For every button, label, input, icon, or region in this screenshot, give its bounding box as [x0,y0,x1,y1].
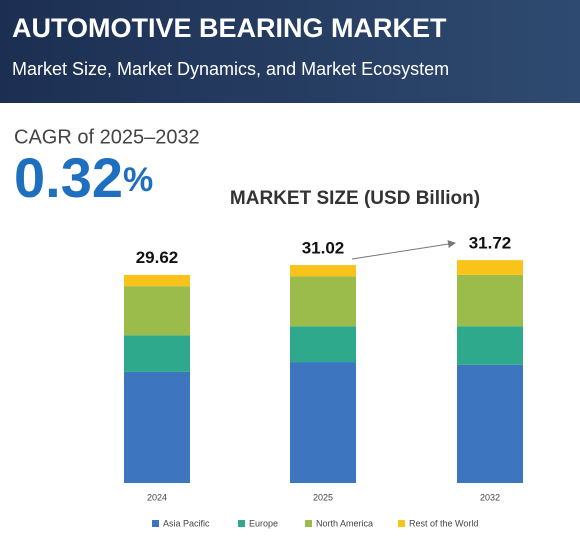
cagr-unit: % [123,161,153,199]
bar-segment [124,286,190,336]
bar-segment [457,260,523,275]
total-label: 29.62 [136,248,179,267]
bar-segment [290,265,356,277]
x-tick-label: 2025 [313,492,333,502]
legend-label: Europe [249,518,278,528]
x-tick-label: 2032 [480,492,500,502]
x-tick-label: 2024 [147,492,167,502]
growth-arrow [351,240,456,260]
legend-label: Rest of the World [409,518,478,528]
legend-swatch [152,520,159,527]
cagr-value: 0.32% [14,146,153,209]
bar-segment [124,335,190,372]
bar-segment [457,326,523,365]
bar-segment [290,276,356,327]
bar-segment [124,371,190,483]
header-subtitle: Market Size, Market Dynamics, and Market… [12,59,449,79]
total-label: 31.72 [469,233,512,252]
legend-swatch [305,520,312,527]
bar-segment [290,326,356,363]
header-title: AUTOMOTIVE BEARING MARKET [12,13,447,43]
legend-label: Asia Pacific [163,518,210,528]
chart-title: MARKET SIZE (USD Billion) [230,188,480,209]
bar-segment [457,364,523,483]
bar-segment [457,274,523,327]
cagr-label: CAGR of 2025–2032 [14,126,200,148]
bar-segment [124,274,190,287]
total-label: 31.02 [302,238,345,257]
legend-swatch [238,520,245,527]
header-band [0,0,580,103]
legend-label: North America [316,518,373,528]
cagr-number: 0.32 [14,146,123,209]
bar-segment [290,362,356,483]
legend-swatch [398,520,405,527]
